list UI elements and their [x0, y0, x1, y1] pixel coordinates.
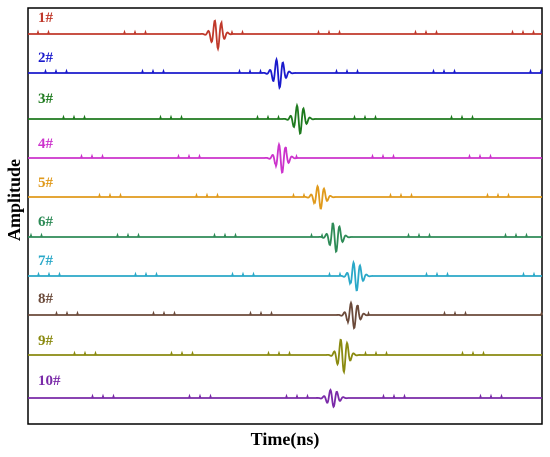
- series-label-4: 4#: [38, 136, 54, 152]
- series-label-7: 7#: [38, 253, 54, 269]
- series-line-7: [28, 259, 542, 292]
- series-line-5: [28, 184, 542, 210]
- series-line-8: [28, 300, 543, 330]
- series-line-6: [28, 222, 542, 254]
- x-axis-title: Time(ns): [251, 429, 320, 450]
- series-line-3: [28, 102, 542, 136]
- series-line-10: [28, 388, 542, 409]
- series-label-9: 9#: [38, 333, 54, 349]
- series-line-1: [28, 19, 542, 52]
- series-line-4: [28, 141, 542, 174]
- y-axis-title: Amplitude: [4, 159, 24, 241]
- series-label-10: 10#: [38, 373, 61, 389]
- series-label-1: 1#: [38, 10, 54, 26]
- series-line-2: [28, 56, 543, 90]
- series-line-9: [28, 338, 542, 375]
- plot-frame: [27, 7, 543, 425]
- series-label-3: 3#: [38, 91, 54, 107]
- series-label-6: 6#: [38, 214, 54, 230]
- series-label-2: 2#: [38, 50, 54, 66]
- traces: 1# 2# 3# 4# 5# 6# 7# 8# 9# 10#: [28, 10, 543, 409]
- series-label-8: 8#: [38, 291, 54, 307]
- series-label-5: 5#: [38, 175, 54, 191]
